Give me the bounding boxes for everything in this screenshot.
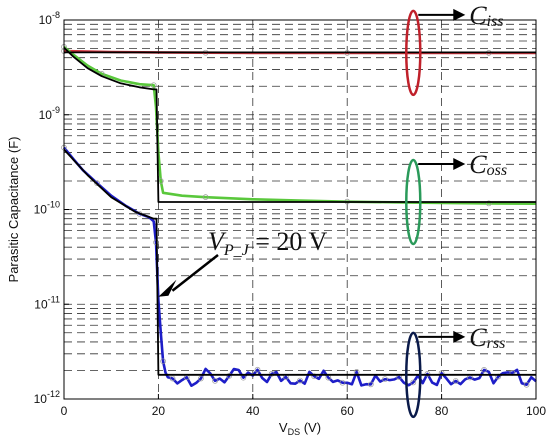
x-tick-label: 100 bbox=[526, 404, 546, 418]
y-tick-label: 10-10 bbox=[34, 200, 60, 217]
x-tick-label: 80 bbox=[435, 404, 449, 418]
series-point-c-rss bbox=[523, 381, 530, 388]
series-point-c-rss bbox=[339, 379, 346, 386]
series-point-c-rss bbox=[268, 370, 275, 377]
x-tick-label: 40 bbox=[246, 404, 260, 418]
arrowhead-c-iss bbox=[453, 8, 466, 21]
y-tick-label: 10-12 bbox=[34, 389, 60, 406]
arrowhead-c-oss bbox=[453, 157, 466, 170]
series-point-c-rss bbox=[452, 378, 459, 384]
annotations: Ciss Coss Crss VP_J = 20 V bbox=[158, 1, 507, 419]
tick-labels: 0 20 40 60 80 100 10-12 10-11 10-10 10-9 10-8 bbox=[34, 10, 547, 418]
ellipse-c-iss bbox=[405, 9, 422, 97]
series-point-c-rss bbox=[160, 358, 166, 365]
series-point-c-oss bbox=[485, 200, 492, 207]
series-point-c-rss bbox=[226, 373, 233, 379]
y-tick-label: 10-11 bbox=[34, 294, 60, 311]
series-point-c-rss bbox=[169, 375, 176, 382]
y-axis-label: Parasitic Capacitance (F) bbox=[6, 137, 21, 283]
series-line-c-rss bbox=[62, 146, 537, 388]
series-point-c-rss bbox=[297, 377, 303, 384]
x-axis-label-symbol: V bbox=[279, 420, 288, 435]
series-point-c-rss bbox=[424, 371, 431, 377]
series-line-c-rss-model bbox=[63, 148, 536, 376]
label-c-iss: Ciss bbox=[469, 1, 503, 30]
series-point-c-oss bbox=[150, 82, 157, 89]
x-axis-label-subscript: DS bbox=[288, 427, 301, 437]
series-layer bbox=[61, 44, 537, 388]
series-point-c-rss bbox=[382, 376, 388, 382]
series-point-c-rss bbox=[212, 377, 218, 384]
x-tick-label: 20 bbox=[152, 404, 166, 418]
series-line-c-oss-model bbox=[63, 47, 536, 203]
x-tick-label: 0 bbox=[61, 404, 68, 418]
series-point-c-oss bbox=[202, 194, 209, 201]
label-c-rss: Crss bbox=[469, 323, 505, 352]
series-point-c-rss bbox=[311, 373, 318, 380]
ellipse-c-rss bbox=[405, 331, 422, 419]
series-point-c-rss bbox=[481, 367, 487, 373]
y-tick-label: 10-8 bbox=[39, 10, 60, 27]
y-tick-label: 10-9 bbox=[39, 105, 60, 122]
x-axis-label-unit: (V) bbox=[300, 420, 321, 435]
series-point-c-rss bbox=[94, 180, 100, 186]
series-point-c-rss bbox=[198, 375, 204, 382]
arrowhead-c-rss bbox=[453, 330, 466, 343]
vpj-arrow-line bbox=[171, 254, 219, 292]
x-tick-label: 60 bbox=[341, 404, 355, 418]
series-point-c-rss bbox=[367, 381, 374, 388]
vpj-label: VP_J = 20 V bbox=[208, 227, 327, 259]
grid bbox=[64, 20, 536, 399]
label-c-oss: Coss bbox=[469, 150, 507, 179]
series-point-c-rss bbox=[254, 366, 261, 373]
x-axis-label: VDS (V) bbox=[279, 420, 321, 437]
series-point-c-rss bbox=[410, 379, 417, 386]
vpj-arrowhead bbox=[158, 279, 177, 297]
ellipse-c-oss bbox=[405, 158, 422, 246]
